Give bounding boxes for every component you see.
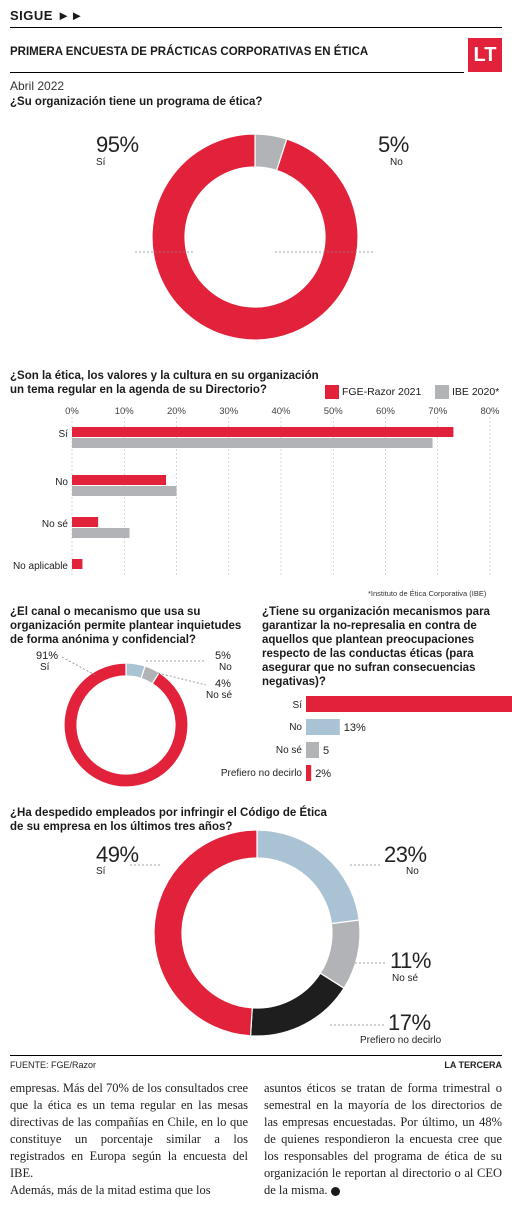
- q2-xtick: 0%: [65, 406, 79, 417]
- q2-xtick: 30%: [219, 406, 239, 417]
- brand-label: LA TERCERA: [444, 1060, 502, 1070]
- q2-category-label: Sí: [59, 429, 69, 440]
- q5-prefiero-label: Prefiero no decirlo: [360, 1035, 442, 1046]
- q2-bar-fge: [72, 427, 454, 437]
- q1-si-pct: 95%: [96, 132, 139, 157]
- q2-note: *Instituto de Ética Corporativa (IBE): [368, 589, 487, 598]
- top-rule: [10, 27, 502, 28]
- q2-category-label: No: [55, 477, 68, 488]
- q4-question: ¿Tiene su organización mecanismos para g…: [262, 606, 490, 688]
- legend-ibe-label: IBE 2020*: [452, 385, 500, 398]
- q2-bar-chart: 0% 10% 20% 30% 40% 50% 60% 70% 80% Sí No No sé No ap…: [13, 406, 500, 575]
- q3-no-pct: 5%: [215, 650, 231, 662]
- q1-slice-si: [151, 133, 359, 341]
- q5-prefiero-pct: 17%: [388, 1010, 431, 1035]
- q2-bar-ibe: [72, 486, 177, 496]
- q1-question: ¿Su organización tiene un programa de ét…: [10, 96, 263, 108]
- q2-category-label: No aplicable: [13, 561, 68, 572]
- q4-value-label: 13%: [344, 722, 366, 734]
- article-col-1-para: empresas. Más del 70% de los consultados…: [10, 1081, 248, 1180]
- q5-slice-prefiero: [249, 972, 345, 1037]
- legend-fge-label: FGE-Razor 2021: [342, 385, 422, 398]
- q3-nose-pct: 4%: [215, 678, 231, 690]
- q4-cat-si: Sí: [292, 700, 302, 711]
- q2-bar-fge: [72, 475, 167, 485]
- q1-donut-chart: [135, 133, 375, 341]
- q3-nose-label: No sé: [206, 690, 233, 701]
- q4-bar: [306, 696, 512, 712]
- q3-slice-si: [63, 662, 189, 788]
- q1-no-label: No: [390, 157, 403, 168]
- legend-fge-swatch: [325, 384, 339, 399]
- q2-xtick: 80%: [480, 406, 500, 417]
- article-col-2-para: asuntos éticos se tratan de forma trimes…: [264, 1081, 502, 1197]
- q3-leader-nose: [157, 672, 207, 686]
- q4-value-label: 5: [323, 745, 329, 757]
- q5-slice-no: [256, 830, 360, 925]
- q4-cat-no: No: [289, 722, 302, 733]
- q3-no-label: No: [219, 662, 232, 673]
- q4-bar: [306, 719, 340, 735]
- q5-nose-pct: 11%: [390, 948, 431, 973]
- end-mark-icon: [330, 1186, 340, 1196]
- q3-question: ¿El canal o mecanismo que usa su organiz…: [10, 606, 242, 646]
- sigue-label[interactable]: SIGUE ►►: [10, 8, 84, 23]
- q3-donut-chart: [61, 656, 207, 788]
- q2-bar-fge: [72, 517, 99, 527]
- q2-question: ¿Son la ética, los valores y la cultura …: [10, 370, 319, 396]
- q2-category-label: No sé: [42, 519, 69, 530]
- q4-bar: [306, 742, 319, 758]
- q4-cat-prefiero: Prefiero no decirlo: [220, 768, 302, 779]
- legend-ibe-swatch: [435, 384, 449, 399]
- q4-cat-nose: No sé: [275, 745, 302, 756]
- legend-fge: FGE-Razor 2021: [325, 383, 421, 401]
- q3-si-label: Sí: [40, 662, 50, 673]
- lt-logo: LT: [468, 38, 502, 72]
- q5-no-label: No: [406, 866, 419, 877]
- q2-xtick: 70%: [428, 406, 448, 417]
- q3-si-pct: 91%: [36, 650, 59, 662]
- q2-xtick: 40%: [271, 406, 291, 417]
- page-title: PRIMERA ENCUESTA DE PRÁCTICAS CORPORATIV…: [10, 46, 369, 58]
- q5-no-pct: 23%: [384, 842, 427, 867]
- q5-donut-chart: [130, 830, 385, 1037]
- q2-bar-fge: [72, 559, 83, 569]
- q5-question: ¿Ha despedido empleados por infringir el…: [10, 807, 327, 833]
- q2-bar-ibe: [72, 528, 130, 538]
- q2-xtick: 60%: [376, 406, 396, 417]
- q2-xtick: 50%: [324, 406, 344, 417]
- q3-leader-si: [61, 656, 96, 676]
- q1-no-pct: 5%: [378, 132, 409, 157]
- q2-xtick: 10%: [115, 406, 135, 417]
- q2-bar-ibe: [72, 438, 433, 448]
- q1-si-label: Sí: [96, 157, 106, 168]
- q2-xtick: 20%: [167, 406, 187, 417]
- q5-si-pct: 49%: [96, 842, 139, 867]
- survey-date: Abril 2022: [10, 79, 65, 93]
- header-rule: [10, 72, 464, 73]
- article-col-1-para-2: Además, más de la mitad estima que los: [10, 1183, 211, 1197]
- article-col-2: asuntos éticos se tratan de forma trimes…: [264, 1080, 502, 1199]
- q4-bar: [306, 765, 312, 781]
- q4-bar-chart: 80%13%52%: [306, 696, 512, 781]
- q5-slice-si: [153, 830, 258, 1037]
- article-col-1: empresas. Más del 70% de los consultados…: [10, 1080, 248, 1199]
- q5-nose-label: No sé: [392, 973, 419, 984]
- source-label: FUENTE: FGE/Razor: [10, 1060, 97, 1070]
- q5-si-label: Sí: [96, 866, 106, 877]
- q4-value-label: 2%: [315, 768, 331, 780]
- legend-ibe: IBE 2020*: [435, 383, 499, 401]
- footer-rule: [10, 1055, 502, 1056]
